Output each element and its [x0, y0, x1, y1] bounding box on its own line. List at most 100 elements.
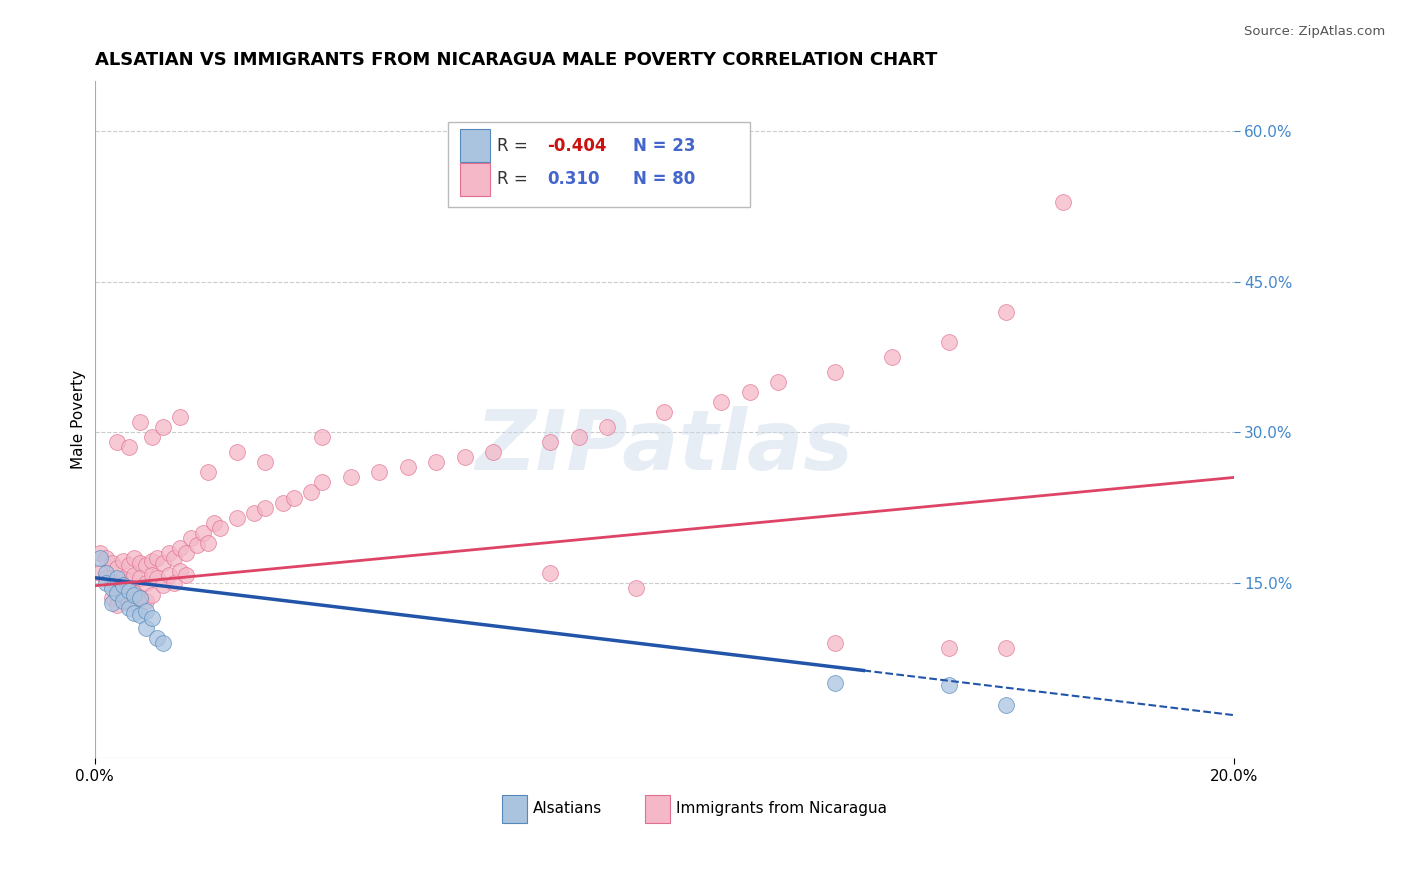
Point: [425, 455, 447, 469]
Point: [129, 415, 152, 429]
Point: [652, 405, 675, 419]
Point: [163, 575, 186, 590]
Point: [105, 586, 128, 600]
Point: [824, 636, 846, 650]
FancyBboxPatch shape: [645, 796, 669, 822]
Text: ALSATIAN VS IMMIGRANTS FROM NICARAGUA MALE POVERTY CORRELATION CHART: ALSATIAN VS IMMIGRANTS FROM NICARAGUA MA…: [94, 51, 936, 69]
Point: [208, 520, 231, 534]
Point: [538, 435, 561, 450]
Point: [141, 611, 163, 625]
Point: [174, 567, 197, 582]
Point: [254, 500, 277, 515]
Point: [938, 678, 960, 692]
Point: [112, 554, 135, 568]
Point: [94, 550, 117, 565]
Point: [146, 571, 169, 585]
Point: [118, 600, 141, 615]
Point: [186, 538, 208, 552]
Point: [118, 574, 141, 588]
Point: [368, 466, 391, 480]
Point: [124, 550, 146, 565]
Point: [710, 395, 733, 409]
Point: [112, 588, 135, 602]
Point: [105, 560, 128, 574]
Point: [124, 567, 146, 582]
Point: [141, 588, 163, 602]
Point: [994, 305, 1017, 319]
Point: [396, 460, 419, 475]
Point: [129, 607, 152, 622]
Point: [152, 556, 174, 570]
Point: [141, 567, 163, 582]
Point: [169, 564, 191, 578]
Point: [105, 598, 128, 612]
Text: Immigrants from Nicaragua: Immigrants from Nicaragua: [675, 802, 887, 816]
Point: [152, 420, 174, 434]
Point: [283, 491, 305, 505]
Point: [124, 606, 146, 620]
Point: [766, 375, 789, 389]
Point: [94, 571, 117, 585]
Point: [146, 550, 169, 565]
Text: Alsatians: Alsatians: [533, 802, 602, 816]
Point: [112, 578, 135, 592]
Point: [174, 546, 197, 560]
Point: [152, 578, 174, 592]
Point: [157, 567, 180, 582]
Point: [135, 594, 157, 608]
Point: [94, 566, 117, 580]
Point: [482, 445, 505, 459]
Text: N = 23: N = 23: [633, 136, 696, 154]
Point: [135, 558, 157, 572]
Text: R =: R =: [496, 136, 533, 154]
Point: [141, 554, 163, 568]
Point: [938, 334, 960, 349]
Point: [311, 475, 333, 490]
Point: [180, 531, 202, 545]
Point: [100, 591, 122, 605]
Y-axis label: Male Poverty: Male Poverty: [72, 370, 86, 469]
Point: [197, 466, 219, 480]
Point: [169, 541, 191, 555]
Text: 0.310: 0.310: [547, 170, 599, 188]
Point: [1052, 194, 1074, 209]
Point: [100, 596, 122, 610]
Text: N = 80: N = 80: [633, 170, 696, 188]
Point: [254, 455, 277, 469]
Point: [112, 594, 135, 608]
Point: [163, 550, 186, 565]
Point: [100, 575, 122, 590]
Point: [994, 698, 1017, 712]
Point: [105, 435, 128, 450]
Point: [191, 525, 214, 540]
Point: [118, 441, 141, 455]
Point: [94, 575, 117, 590]
FancyBboxPatch shape: [447, 122, 749, 207]
Point: [157, 546, 180, 560]
Point: [880, 350, 903, 364]
Text: -0.404: -0.404: [547, 136, 606, 154]
Point: [824, 365, 846, 379]
Point: [538, 566, 561, 580]
Point: [596, 420, 619, 434]
Point: [135, 575, 157, 590]
Point: [152, 636, 174, 650]
Point: [135, 604, 157, 618]
Point: [105, 571, 128, 585]
Point: [141, 430, 163, 444]
Point: [135, 621, 157, 635]
Point: [100, 556, 122, 570]
Point: [118, 583, 141, 598]
Point: [100, 581, 122, 595]
Point: [568, 430, 591, 444]
FancyBboxPatch shape: [502, 796, 527, 822]
Point: [197, 535, 219, 549]
Point: [89, 566, 111, 580]
Point: [738, 385, 761, 400]
Point: [311, 430, 333, 444]
FancyBboxPatch shape: [460, 129, 489, 162]
Point: [226, 510, 249, 524]
Point: [824, 676, 846, 690]
Point: [124, 586, 146, 600]
Point: [89, 546, 111, 560]
